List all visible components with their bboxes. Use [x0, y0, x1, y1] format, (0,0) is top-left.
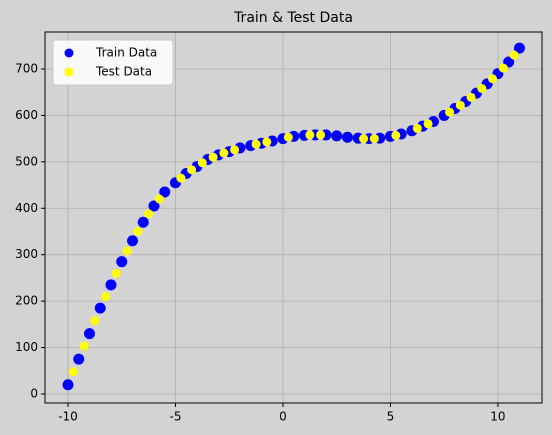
plot-area	[45, 32, 542, 403]
point	[111, 268, 121, 278]
point	[187, 165, 197, 175]
point	[62, 379, 74, 391]
point	[455, 100, 465, 110]
point	[391, 130, 401, 140]
point	[101, 291, 111, 301]
point	[488, 74, 498, 84]
legend-marker	[64, 48, 74, 58]
legend-label: Train Data	[95, 46, 157, 60]
point	[94, 302, 106, 314]
x-tick-label: 10	[490, 410, 505, 424]
x-tick-label: 0	[279, 410, 287, 424]
legend-marker	[64, 67, 74, 77]
point	[176, 173, 186, 183]
point	[154, 194, 164, 204]
point	[159, 186, 171, 198]
point	[412, 123, 422, 133]
point	[148, 200, 160, 212]
legend-label: Test Data	[95, 65, 152, 79]
point	[116, 256, 128, 268]
x-tick-label: -5	[169, 410, 181, 424]
point	[137, 216, 149, 228]
point	[126, 235, 138, 247]
y-tick-label: 600	[15, 108, 38, 122]
point	[144, 209, 154, 219]
y-tick-label: 700	[15, 62, 38, 76]
point	[208, 152, 218, 162]
point	[305, 130, 315, 140]
point	[498, 63, 508, 73]
x-tick-label: 5	[387, 410, 395, 424]
point	[513, 42, 525, 54]
point	[79, 341, 89, 351]
x-tick-label: -10	[58, 410, 78, 424]
point	[369, 134, 379, 144]
point	[122, 246, 132, 256]
plot-frame	[44, 31, 543, 404]
point	[230, 145, 240, 155]
point	[90, 316, 100, 326]
point	[477, 84, 487, 94]
point	[316, 130, 326, 140]
chart-title: Train & Test Data	[233, 10, 353, 26]
point	[197, 158, 207, 168]
y-tick-label: 100	[15, 340, 38, 354]
y-tick-label: 300	[15, 247, 38, 261]
point	[219, 148, 229, 158]
point	[423, 119, 433, 129]
point	[283, 132, 293, 142]
point	[73, 353, 85, 365]
point	[445, 107, 455, 117]
point	[466, 92, 476, 102]
y-tick-label: 200	[15, 294, 38, 308]
point	[262, 137, 272, 147]
point	[331, 130, 343, 142]
legend-box	[52, 39, 174, 86]
point	[133, 226, 143, 236]
point	[341, 131, 353, 143]
point	[105, 279, 117, 291]
y-tick-label: 0	[30, 386, 38, 400]
y-tick-label: 500	[15, 154, 38, 168]
point	[509, 50, 519, 60]
point	[251, 139, 261, 149]
point	[359, 134, 369, 144]
y-tick-label: 400	[15, 201, 38, 215]
point	[83, 328, 95, 340]
point	[68, 367, 78, 377]
